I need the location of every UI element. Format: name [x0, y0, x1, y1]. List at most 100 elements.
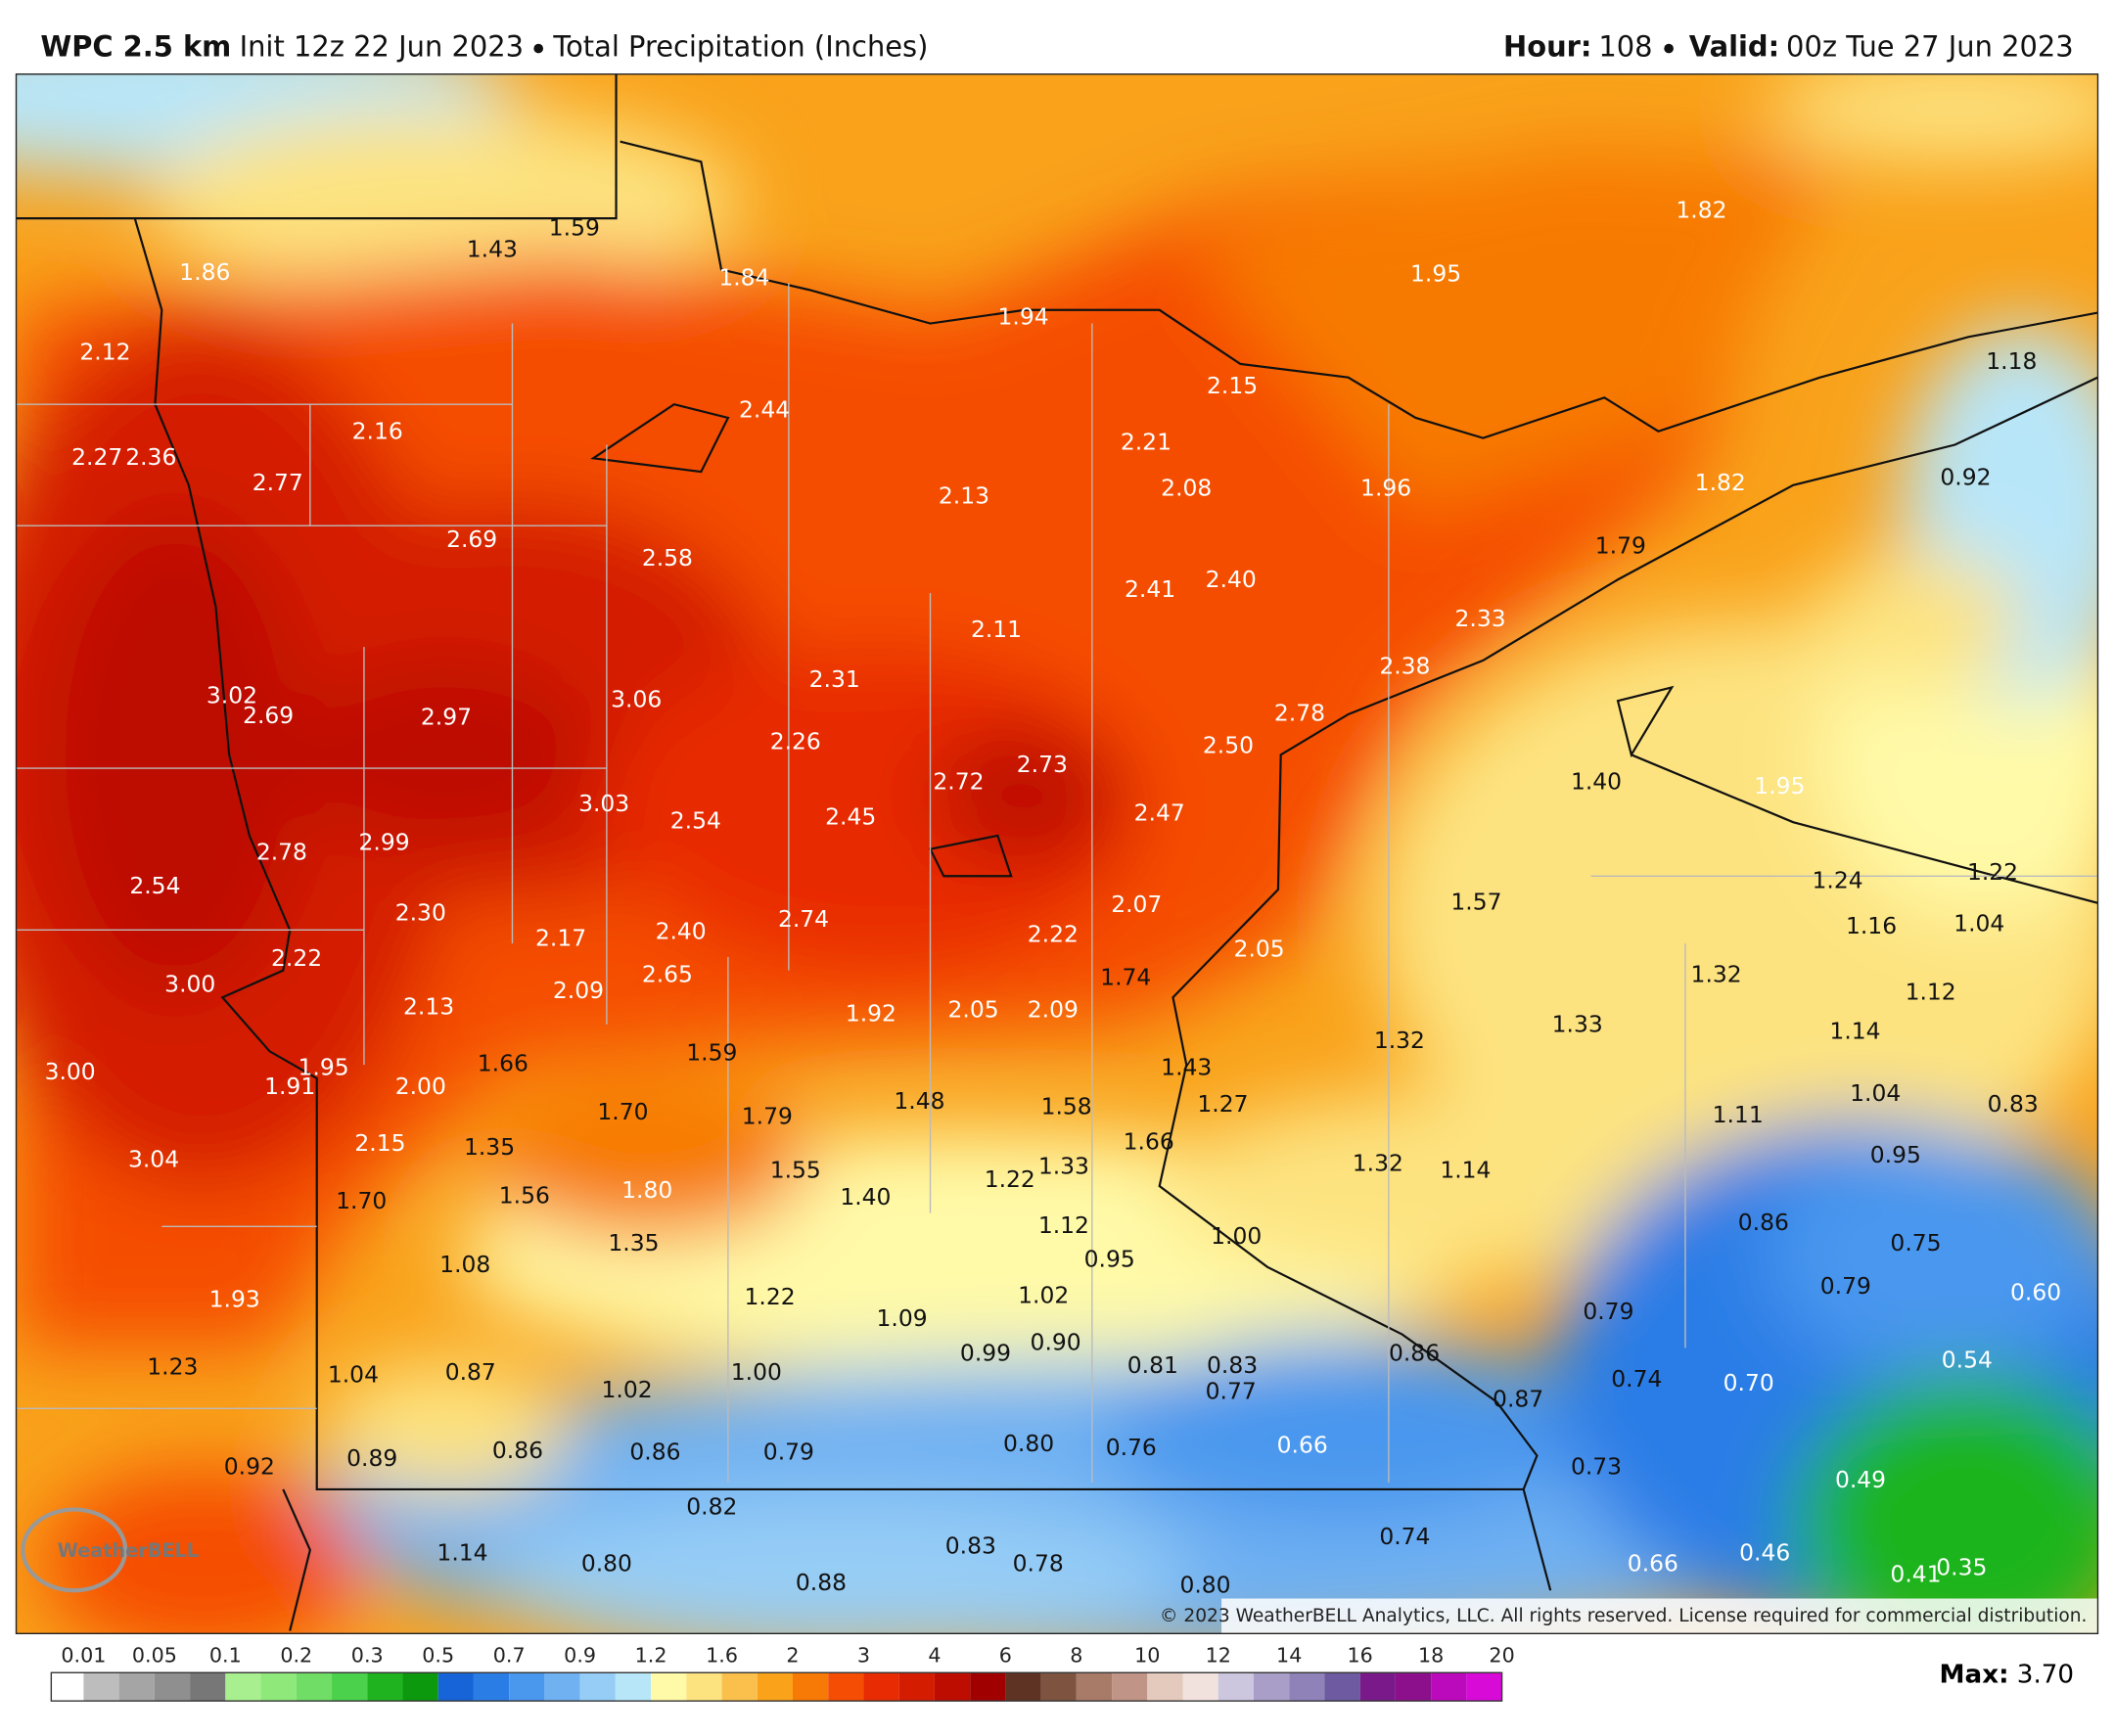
precip-value: 1.95	[1754, 772, 1805, 799]
legend-swatch	[793, 1672, 829, 1702]
precip-value: 2.36	[125, 443, 176, 471]
legend-swatch	[1005, 1672, 1041, 1702]
legend-swatch	[579, 1672, 616, 1702]
legend-swatch	[154, 1672, 191, 1702]
precip-value: 0.88	[796, 1569, 847, 1596]
precip-value: 1.35	[608, 1229, 659, 1256]
separator	[533, 43, 544, 54]
precip-value: 1.14	[437, 1539, 487, 1567]
legend-tick-label: 6	[999, 1644, 1012, 1667]
legend-swatch	[1076, 1672, 1113, 1702]
legend-tick-label: 0.5	[422, 1644, 454, 1667]
precip-value: 1.79	[742, 1102, 793, 1129]
borders	[16, 73, 2098, 1631]
legend-swatch	[1218, 1672, 1254, 1702]
precip-value: 1.02	[1018, 1281, 1069, 1308]
precip-value: 1.55	[770, 1156, 821, 1183]
precip-value: 0.86	[1389, 1340, 1440, 1367]
precip-value: 1.93	[209, 1286, 260, 1313]
copyright: © 2023 WeatherBELL Analytics, LLC. All r…	[1160, 1606, 2088, 1626]
precip-value: 2.41	[1125, 575, 1175, 603]
precip-value: 2.33	[1454, 605, 1505, 632]
precip-value: 2.38	[1379, 652, 1430, 679]
legend-swatch	[828, 1672, 864, 1702]
precip-value: 1.95	[1410, 259, 1461, 287]
legend-swatch	[1040, 1672, 1077, 1702]
precip-value: 1.33	[1038, 1152, 1089, 1179]
legend-tick-label: 10	[1134, 1644, 1160, 1667]
precip-value: 1.08	[439, 1251, 490, 1278]
precip-value: 1.00	[1211, 1222, 1262, 1250]
legend-swatch	[1289, 1672, 1325, 1702]
header-text: 00z Tue 27 Jun 2023	[1786, 30, 2074, 64]
precip-value: 2.74	[778, 905, 829, 933]
precip-value: 0.82	[686, 1493, 737, 1521]
precip-value: 0.87	[445, 1358, 496, 1386]
precip-value: 3.04	[128, 1145, 179, 1172]
precip-value: 1.22	[1967, 858, 2018, 886]
precip-value: 1.84	[718, 264, 769, 292]
legend-swatch	[225, 1672, 261, 1702]
precip-value: 2.78	[1274, 699, 1325, 726]
legend-swatch	[1395, 1672, 1432, 1702]
precip-value: 0.86	[492, 1437, 543, 1464]
precip-value: 1.79	[1595, 532, 1646, 560]
precip-value: 2.69	[243, 702, 294, 729]
precip-value: 1.22	[745, 1283, 796, 1310]
legend-swatch	[863, 1672, 899, 1702]
precip-value: 1.40	[840, 1183, 891, 1211]
separator	[1664, 43, 1674, 54]
precip-value: 2.05	[948, 995, 999, 1023]
legend: 0.01 0.05 0.1 0.2 0.3 0.5 0.7 0.9 1.2 1.6 2 3 4 6 8 10 1…	[50, 1644, 1515, 1702]
precip-value: 2.13	[939, 482, 989, 510]
precip-value: 1.43	[1161, 1054, 1212, 1081]
legend-swatch	[473, 1672, 510, 1702]
legend-swatch	[1466, 1672, 1502, 1702]
legend-swatch	[970, 1672, 1006, 1702]
precip-value: 0.86	[629, 1438, 680, 1465]
precip-value: 2.21	[1121, 429, 1172, 456]
precip-value: 3.00	[164, 970, 215, 997]
precip-field: WeatherBELL © 2023 WeatherBELL Analytics…	[16, 73, 2098, 1634]
precip-value: 2.54	[670, 807, 721, 835]
precip-value: 2.45	[825, 803, 876, 831]
precip-value: 2.22	[271, 944, 322, 972]
header-text: Init 12z 22 Jun 2023	[240, 30, 524, 64]
precip-value: 1.16	[1846, 912, 1897, 939]
precip-value: 1.18	[1986, 347, 2037, 375]
legend-tick-label: 2	[786, 1644, 799, 1667]
legend-tick-label: 8	[1070, 1644, 1082, 1667]
precip-value: 1.95	[299, 1054, 349, 1081]
map-frame	[15, 73, 2099, 1635]
logo-text: WeatherBELL	[58, 1539, 200, 1562]
precip-value: 0.89	[346, 1444, 397, 1472]
legend-swatch	[509, 1672, 545, 1702]
precip-value: 0.41	[1890, 1561, 1941, 1588]
precip-value: 1.80	[621, 1176, 672, 1204]
precip-value: 2.12	[79, 338, 130, 365]
precip-value: 0.74	[1611, 1365, 1662, 1393]
precip-value: 2.99	[359, 829, 410, 856]
precip-value: 0.80	[581, 1550, 632, 1577]
precip-value: 1.14	[1440, 1156, 1491, 1183]
precip-value: 1.40	[1571, 768, 1622, 796]
precip-value: 0.74	[1379, 1523, 1430, 1550]
precip-value: 1.70	[597, 1098, 648, 1125]
legend-swatch	[51, 1672, 84, 1702]
precip-value: 1.94	[997, 303, 1048, 331]
legend-swatch	[118, 1672, 155, 1702]
precip-value: 2.58	[642, 544, 693, 571]
header-text: 108	[1598, 30, 1652, 64]
precip-value: 2.65	[642, 961, 693, 988]
precip-value: 3.03	[578, 790, 629, 817]
precip-value: 0.81	[1127, 1351, 1178, 1379]
precip-value: 3.00	[45, 1058, 96, 1085]
precip-value: 0.83	[945, 1532, 996, 1560]
legend-swatch	[332, 1672, 368, 1702]
precip-value: 0.83	[1207, 1351, 1258, 1379]
precip-value: 1.35	[464, 1133, 515, 1161]
precip-value: 1.04	[328, 1361, 379, 1389]
precip-value: 2.09	[553, 977, 604, 1004]
legend-swatch	[721, 1672, 758, 1702]
precip-value: 1.23	[147, 1352, 198, 1380]
